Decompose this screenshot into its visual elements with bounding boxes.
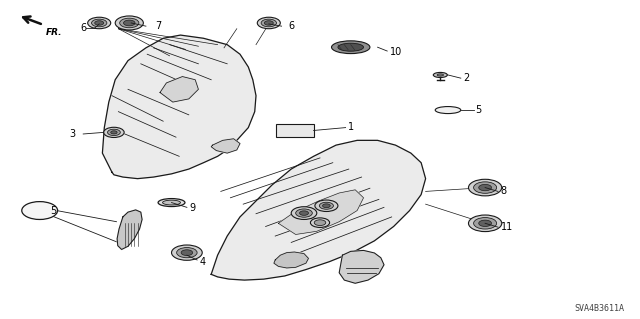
Ellipse shape: [433, 72, 447, 78]
Circle shape: [104, 127, 124, 137]
Polygon shape: [211, 139, 240, 153]
Polygon shape: [274, 252, 308, 268]
Circle shape: [111, 131, 117, 134]
Circle shape: [92, 19, 107, 27]
Circle shape: [172, 245, 202, 260]
Text: 9: 9: [189, 203, 196, 213]
Polygon shape: [211, 140, 426, 280]
Text: 6: 6: [80, 23, 86, 33]
Polygon shape: [160, 77, 198, 102]
Ellipse shape: [435, 107, 461, 114]
Bar: [276, 124, 314, 137]
Text: 8: 8: [500, 186, 507, 197]
Circle shape: [319, 202, 333, 209]
Circle shape: [315, 200, 338, 211]
Circle shape: [22, 202, 58, 219]
Polygon shape: [102, 35, 256, 179]
Circle shape: [468, 215, 502, 232]
Text: 3: 3: [69, 129, 76, 139]
Circle shape: [291, 207, 317, 219]
Ellipse shape: [158, 198, 185, 207]
Circle shape: [264, 21, 273, 25]
Text: 10: 10: [390, 47, 403, 57]
Polygon shape: [278, 190, 364, 234]
Circle shape: [474, 182, 497, 193]
Text: 7: 7: [155, 21, 161, 31]
Circle shape: [257, 17, 280, 29]
Ellipse shape: [163, 200, 180, 205]
Circle shape: [120, 18, 139, 28]
Text: 5: 5: [475, 105, 481, 115]
Circle shape: [300, 211, 308, 215]
Circle shape: [296, 209, 312, 217]
Circle shape: [177, 248, 197, 258]
Circle shape: [468, 179, 502, 196]
Text: 2: 2: [463, 73, 470, 83]
Circle shape: [108, 129, 120, 136]
Ellipse shape: [332, 41, 370, 54]
Circle shape: [181, 250, 193, 256]
Circle shape: [95, 21, 104, 25]
Circle shape: [310, 218, 330, 227]
Circle shape: [323, 204, 330, 208]
Text: SVA4B3611A: SVA4B3611A: [574, 304, 624, 313]
Circle shape: [479, 184, 492, 191]
Text: FR.: FR.: [46, 28, 63, 37]
Text: 6: 6: [288, 21, 294, 31]
Circle shape: [115, 16, 143, 30]
Text: 1: 1: [348, 122, 355, 132]
Circle shape: [479, 220, 492, 226]
Circle shape: [474, 218, 497, 229]
Polygon shape: [117, 210, 142, 249]
Circle shape: [124, 20, 135, 26]
Circle shape: [314, 220, 326, 226]
Text: 11: 11: [500, 222, 513, 232]
Text: 5: 5: [50, 205, 56, 216]
Polygon shape: [339, 250, 384, 283]
Circle shape: [88, 17, 111, 29]
Text: 4: 4: [200, 256, 206, 267]
Circle shape: [261, 19, 276, 27]
Ellipse shape: [338, 43, 364, 51]
Ellipse shape: [437, 74, 444, 76]
